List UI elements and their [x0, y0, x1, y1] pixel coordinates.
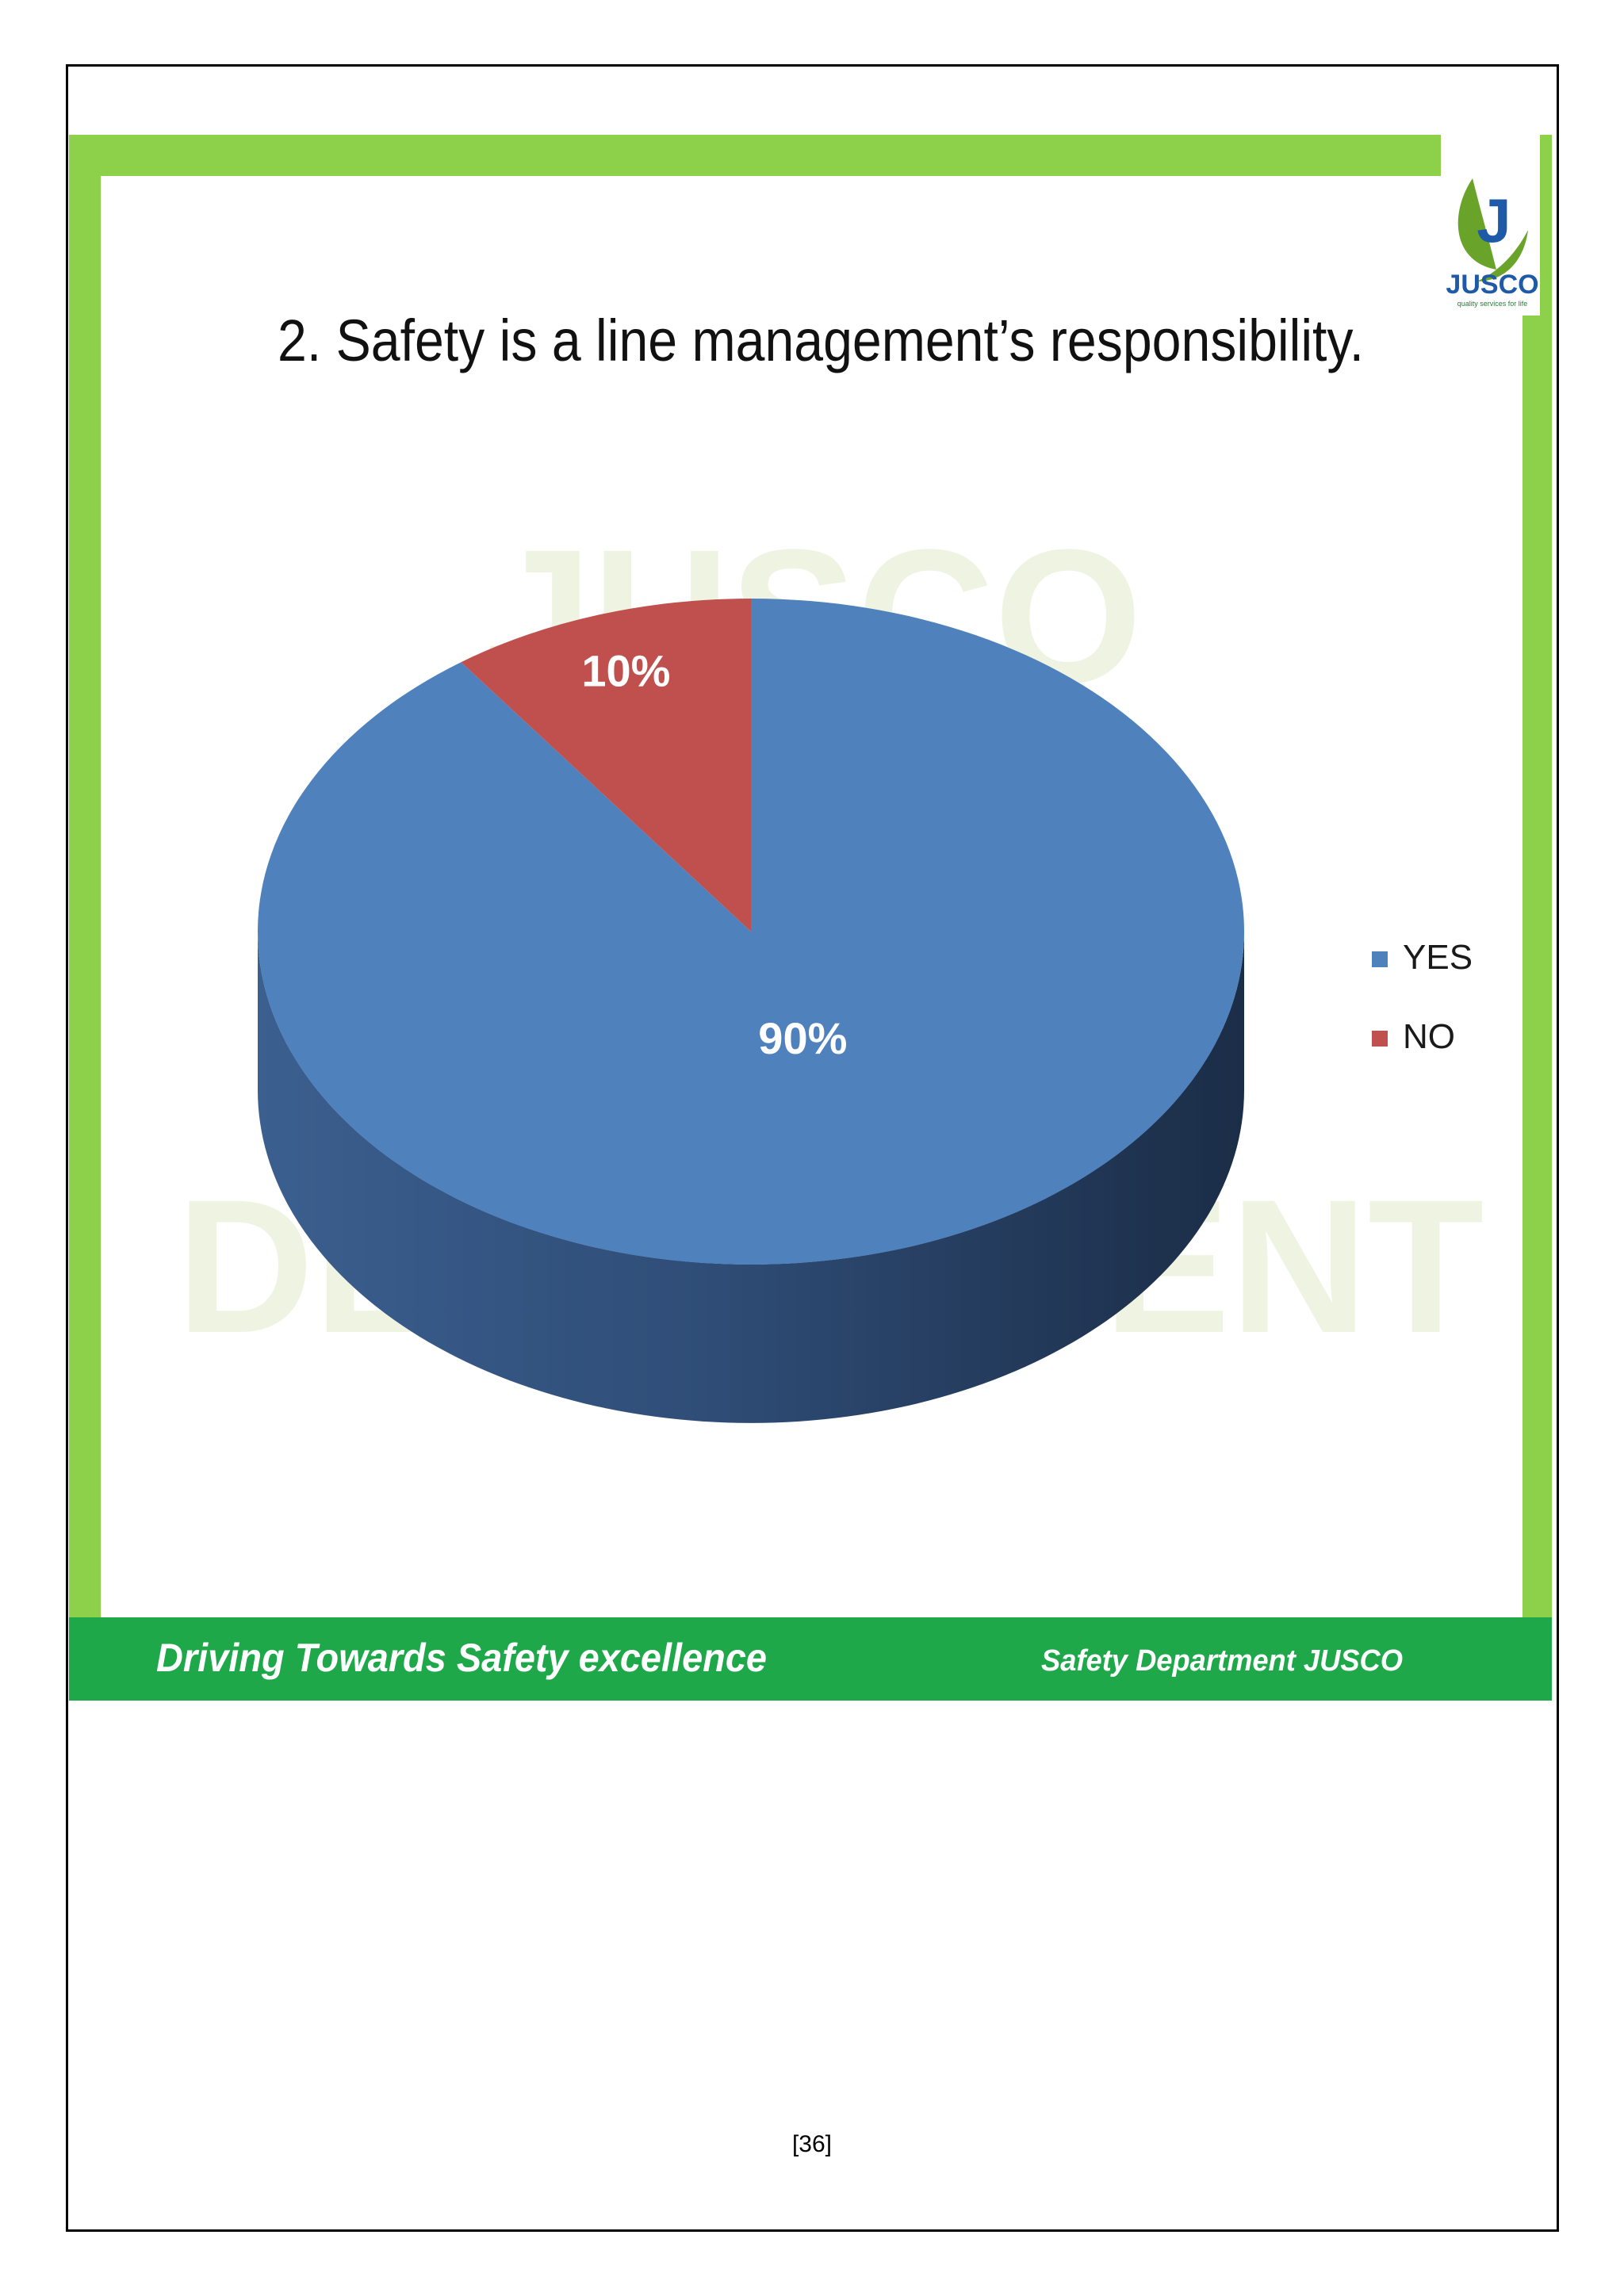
logo-text: JUSCO [1446, 270, 1538, 300]
data-label-no: 10% [581, 645, 670, 695]
page-number: [36] [791, 2131, 833, 2157]
legend-item-yes: YES [1372, 938, 1473, 977]
legend-label-no: NO [1403, 1017, 1455, 1056]
leaf-mark-icon [1457, 178, 1496, 270]
jusco-logo: J JUSCO quality services for life [1441, 135, 1540, 316]
logo-tagline: quality services for life [1457, 300, 1528, 308]
slide-right-rail [1522, 135, 1552, 1641]
footer-department: Safety Department JUSCO [1041, 1644, 1403, 1678]
data-label-yes: 90% [758, 1013, 847, 1063]
page-border [66, 64, 1559, 2232]
pie-chart: 90% 10% [258, 599, 1245, 1423]
pie-slice-no [461, 599, 751, 932]
pie-side-wall [258, 932, 1244, 1423]
chart-legend: YES NO [1372, 938, 1473, 1056]
pie-slice-yes [258, 599, 1245, 1265]
logo-mark: J [1477, 186, 1511, 255]
footer-band [69, 1617, 1552, 1701]
legend-swatch-yes [1372, 951, 1388, 967]
slide: JUSCO DEPARTMENT J JUSCO quality service… [69, 135, 1552, 1701]
footer-slogan: Driving Towards Safety excellence [156, 1636, 767, 1680]
legend-swatch-no [1372, 1031, 1388, 1047]
legend-label-yes: YES [1403, 938, 1473, 977]
legend-item-no: NO [1372, 1017, 1455, 1056]
slide-title: 2. Safety is a line management’s respons… [278, 308, 1364, 373]
